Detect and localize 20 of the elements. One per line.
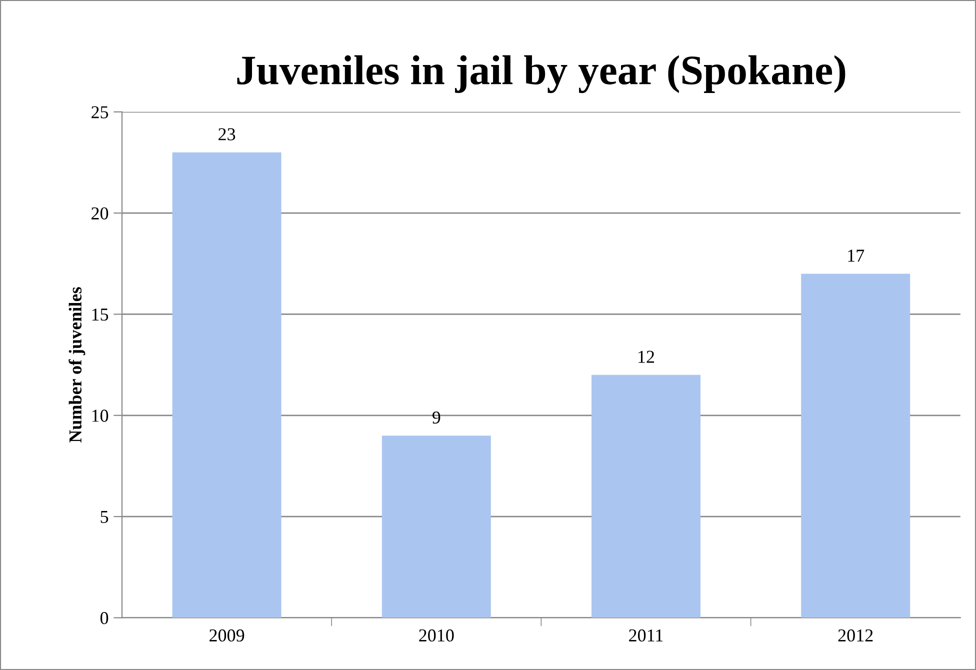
chart-title: Juveniles in jail by year (Spokane) — [237, 55, 846, 94]
bar — [801, 274, 910, 618]
y-tick-label: 25 — [92, 106, 108, 118]
y-tick-label: 5 — [100, 511, 108, 524]
bar — [172, 152, 282, 618]
x-tick-label: 2010 — [419, 629, 454, 642]
y-tick-label: 10 — [92, 410, 108, 422]
data-label: 17 — [848, 250, 864, 262]
data-label: 23 — [218, 128, 236, 140]
y-tick-label: 15 — [92, 308, 108, 321]
bar — [382, 436, 491, 618]
x-tick-label: 2011 — [629, 629, 663, 642]
y-axis-title: Number of juveniles — [68, 287, 86, 443]
data-label: 12 — [638, 350, 654, 363]
x-tick-label: 2012 — [838, 629, 873, 642]
x-tick-label: 2009 — [210, 629, 244, 642]
y-tick-label: 0 — [100, 612, 108, 624]
bar — [591, 374, 700, 618]
data-label: 9 — [432, 412, 440, 424]
y-tick-label: 20 — [92, 207, 108, 220]
